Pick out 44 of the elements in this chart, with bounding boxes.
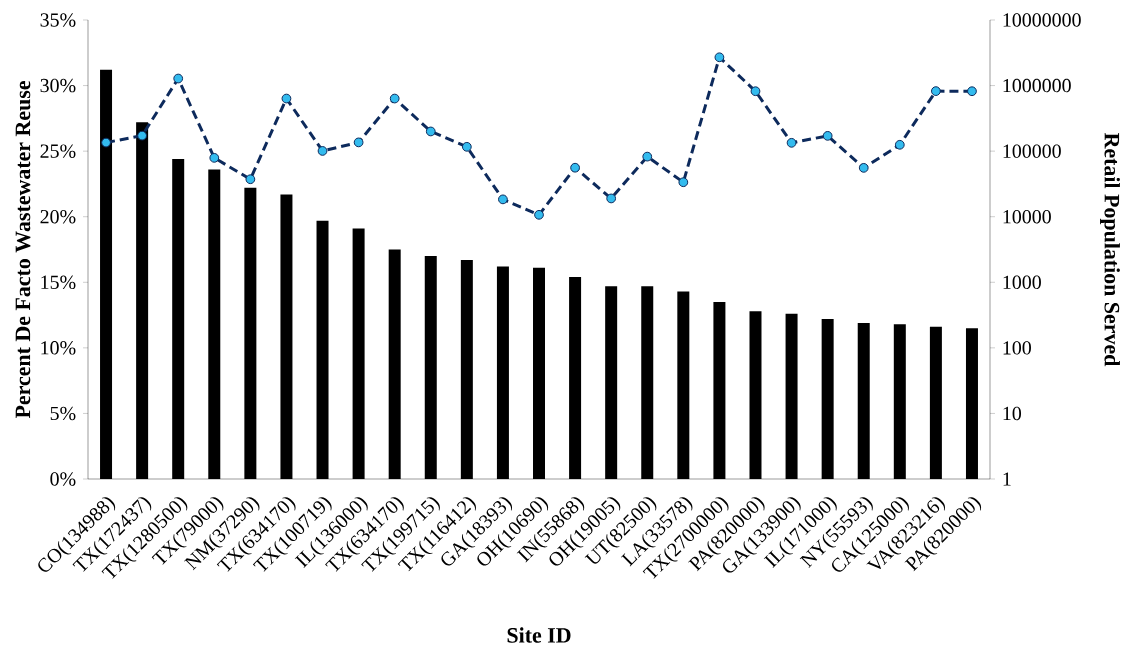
point — [642, 151, 653, 162]
point — [317, 146, 328, 156]
point — [245, 174, 256, 185]
point — [353, 137, 364, 148]
point — [931, 86, 941, 96]
point — [425, 126, 436, 137]
x-axis-title: Site ID — [507, 627, 571, 643]
point — [714, 52, 725, 63]
point — [209, 152, 220, 163]
point — [461, 141, 472, 152]
y2-tick-label: 1 — [1003, 472, 1011, 486]
y2-tick-label: 10000 — [1003, 209, 1051, 224]
point — [858, 162, 869, 173]
point — [137, 130, 148, 141]
point — [281, 93, 292, 104]
y2-tick-label: 10 — [1003, 406, 1022, 421]
point — [498, 194, 508, 205]
y-tick-label: 15% — [41, 275, 76, 290]
y2-axis-title: Retail Population Served — [1100, 132, 1120, 367]
y-tick-label: 5% — [50, 406, 76, 421]
y-axis-title: Percent De Facto Wastewater Reuse — [15, 81, 31, 419]
y2-tick-label: 1000 — [1003, 275, 1041, 289]
point — [786, 137, 797, 148]
point — [678, 177, 689, 188]
y2-tick-label: 10000000 — [1003, 13, 1081, 27]
y-tick-label: 20% — [40, 209, 76, 224]
y2-tick-label: 100 — [1003, 341, 1031, 355]
y2-tick-label: 100000 — [1003, 144, 1061, 158]
y-tick-label: 35% — [40, 13, 76, 27]
y-tick-label: 0% — [50, 472, 76, 486]
point — [822, 130, 833, 141]
point — [173, 73, 184, 84]
point — [534, 209, 544, 220]
point — [389, 93, 400, 104]
y-tick-label: 25% — [40, 144, 76, 158]
y-tick-label: 30% — [40, 78, 76, 93]
point — [570, 162, 580, 173]
y-tick-label: 10% — [41, 341, 76, 355]
point — [967, 86, 977, 97]
point — [606, 193, 617, 204]
point — [750, 86, 761, 97]
point — [101, 137, 111, 148]
point — [894, 139, 905, 150]
y2-tick-label: 1000000 — [1003, 78, 1071, 93]
